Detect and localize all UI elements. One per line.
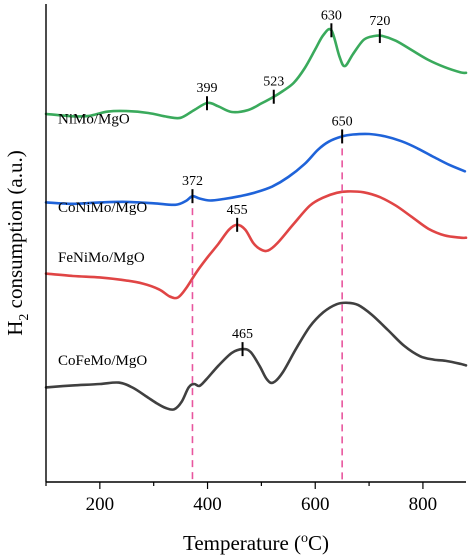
series-label-3: CoFeMo/MgO	[58, 353, 147, 369]
peak-label-3-0: 465	[232, 327, 253, 342]
series-line-3	[44, 301, 468, 411]
x-tick-label-0: 200	[86, 494, 115, 515]
series-label-2: FeNiMo/MgO	[58, 250, 145, 266]
series-line-0	[44, 27, 468, 120]
peak-label-0-3: 720	[369, 14, 390, 29]
peak-label-2-0: 455	[227, 203, 248, 218]
peak-label-0-0: 399	[197, 81, 218, 96]
x-tick-label-3: 800	[409, 494, 438, 515]
x-tick-label-1: 400	[193, 494, 222, 515]
x-tick-label-2: 600	[301, 494, 330, 515]
series-line-2	[44, 190, 468, 300]
plot-area: 399 523 630 720 NiMo/MgO 372 650 CoNiMo/MgO 455 F…	[44, 8, 468, 480]
y-axis-label: H2 consumption (a.u.)	[3, 150, 32, 335]
peak-label-1-1: 650	[332, 114, 353, 129]
peak-label-1-0: 372	[182, 174, 203, 189]
peak-label-0-1: 523	[263, 75, 284, 90]
series-line-1	[44, 132, 467, 207]
series-label-1: CoNiMo/MgO	[58, 200, 147, 216]
series-label-0: NiMo/MgO	[58, 112, 130, 128]
axes: 200 400 600 800 Temperature (oC) H2 consumpti…	[3, 4, 466, 555]
x-axis-label: Temperature (oC)	[183, 531, 329, 555]
peak-label-0-2: 630	[321, 8, 342, 23]
